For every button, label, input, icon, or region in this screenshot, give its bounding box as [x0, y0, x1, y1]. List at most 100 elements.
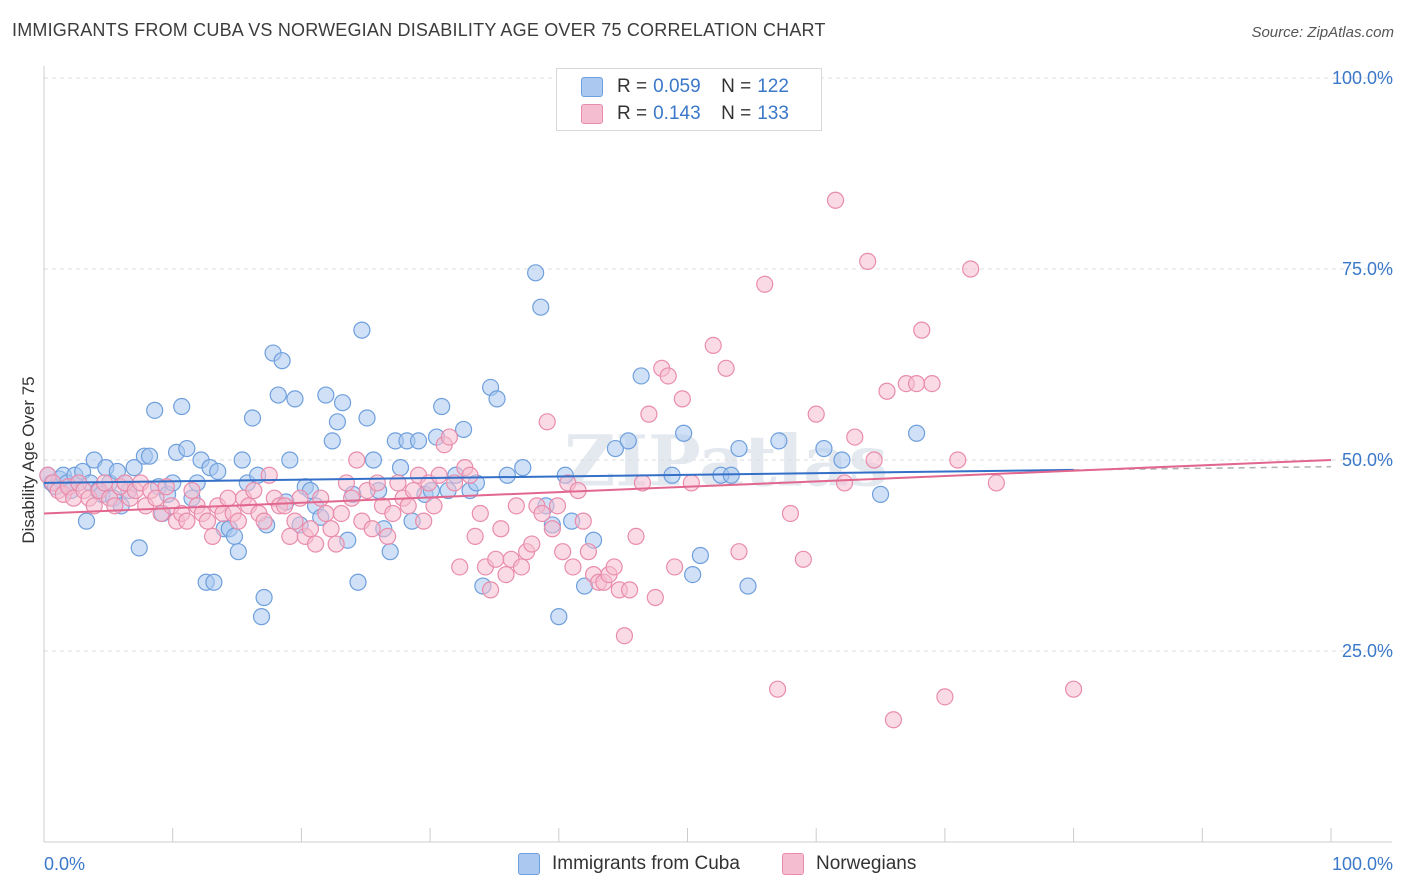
point-cuba: [454, 420, 473, 439]
point-norwegian: [178, 512, 196, 530]
point-cuba: [364, 451, 383, 469]
point-norwegian: [245, 481, 263, 500]
point-norwegian: [884, 711, 903, 729]
point-norwegian: [1064, 680, 1083, 698]
point-norwegian: [865, 451, 883, 469]
point-cuba: [391, 459, 410, 477]
point-cuba: [606, 439, 625, 458]
point-norwegian: [440, 428, 459, 446]
point-cuba: [632, 367, 650, 385]
point-norwegian: [533, 504, 551, 523]
point-norwegian: [281, 527, 299, 546]
point-cuba: [409, 432, 428, 450]
legend-swatch-norwegians: [581, 104, 603, 124]
bottom-legend-cuba: Immigrants from Cuba: [518, 850, 740, 878]
point-cuba: [381, 543, 399, 561]
point-cuba: [273, 352, 291, 370]
legend-row-cuba: R = 0.059 N = 122: [581, 75, 789, 99]
point-norwegian: [229, 512, 247, 530]
point-norwegian: [322, 520, 340, 538]
point-norwegian: [481, 581, 500, 599]
bottom-legend-swatch-norwegians: [782, 853, 804, 875]
point-norwegian: [425, 497, 443, 515]
point-cuba: [233, 451, 251, 469]
point-cuba: [328, 413, 347, 431]
bottom-legend-norwegians: Norwegians: [782, 850, 916, 878]
chart-title: IMMIGRANTS FROM CUBA VS NORWEGIAN DISABI…: [12, 20, 826, 40]
point-cuba: [243, 409, 262, 427]
legend-r-label: R =: [617, 103, 648, 124]
point-cuba: [225, 527, 244, 546]
legend-swatch-cuba: [581, 77, 603, 97]
point-cuba: [833, 451, 851, 469]
point-cuba: [488, 390, 506, 408]
legend-box: R = 0.059 N = 122 R = 0.143 N = 133: [556, 68, 822, 131]
point-cuba: [498, 466, 516, 484]
point-norwegian: [415, 512, 433, 530]
point-cuba: [514, 459, 532, 477]
point-cuba: [140, 447, 159, 465]
point-cuba: [730, 439, 748, 458]
point-norwegian: [399, 497, 417, 515]
point-cuba: [255, 588, 273, 607]
point-norwegian: [756, 275, 774, 293]
point-cuba: [252, 608, 271, 626]
point-norwegian: [471, 504, 489, 523]
point-norwegian: [451, 558, 469, 576]
point-norwegian: [807, 405, 825, 423]
point-norwegian: [157, 478, 175, 496]
point-norwegian: [673, 390, 691, 408]
point-norwegian: [646, 588, 664, 607]
point-norwegian: [198, 512, 217, 530]
point-norwegian: [835, 474, 854, 492]
point-norwegian: [659, 367, 677, 385]
point-norwegian: [301, 520, 320, 538]
source-label: Source: ZipAtlas.com: [1251, 24, 1394, 41]
point-norwegian: [497, 565, 515, 584]
point-norwegian: [846, 428, 864, 446]
point-norwegian: [826, 191, 845, 209]
point-norwegian: [461, 466, 479, 484]
point-norwegian: [907, 375, 926, 393]
point-norwegian: [492, 520, 510, 538]
point-norwegian: [384, 504, 402, 523]
point-cuba: [125, 459, 143, 477]
legend-r-value: 0.143: [653, 103, 701, 124]
point-norwegian: [317, 504, 335, 523]
y-tick-label: 25.0%: [1342, 641, 1393, 661]
bottom-legend-swatch-cuba: [518, 853, 540, 875]
point-norwegian: [640, 405, 658, 423]
legend-n-label: N =: [721, 103, 752, 124]
x-tick-label: 0.0%: [44, 854, 85, 874]
point-norwegian: [538, 413, 556, 431]
point-norwegian: [487, 550, 505, 568]
point-norwegian: [348, 451, 366, 469]
point-cuba: [323, 432, 341, 450]
point-norwegian: [507, 497, 525, 515]
point-cuba: [691, 546, 709, 565]
point-norwegian: [682, 474, 700, 492]
point-norwegian: [579, 543, 598, 561]
point-cuba: [675, 424, 693, 442]
point-norwegian: [666, 558, 684, 576]
y-tick-label: 75.0%: [1342, 259, 1393, 279]
point-norwegian: [337, 474, 356, 492]
point-norwegian: [342, 489, 361, 507]
point-norwegian: [923, 375, 941, 393]
point-norwegian: [255, 512, 273, 530]
point-norwegian: [219, 489, 237, 507]
point-cuba: [349, 573, 367, 591]
point-cuba: [871, 485, 890, 503]
trendline-norwegian: [43, 459, 1332, 515]
point-cuba: [527, 264, 545, 282]
point-norwegian: [512, 558, 531, 576]
point-norwegian: [987, 474, 1005, 492]
point-norwegian: [794, 550, 812, 568]
point-norwegian: [717, 359, 735, 377]
point-norwegian: [605, 558, 623, 576]
point-cuba: [739, 577, 757, 595]
legend-n-value: 122: [757, 76, 789, 97]
point-norwegian: [913, 321, 931, 339]
point-cuba: [358, 409, 376, 427]
point-cuba: [684, 565, 702, 584]
